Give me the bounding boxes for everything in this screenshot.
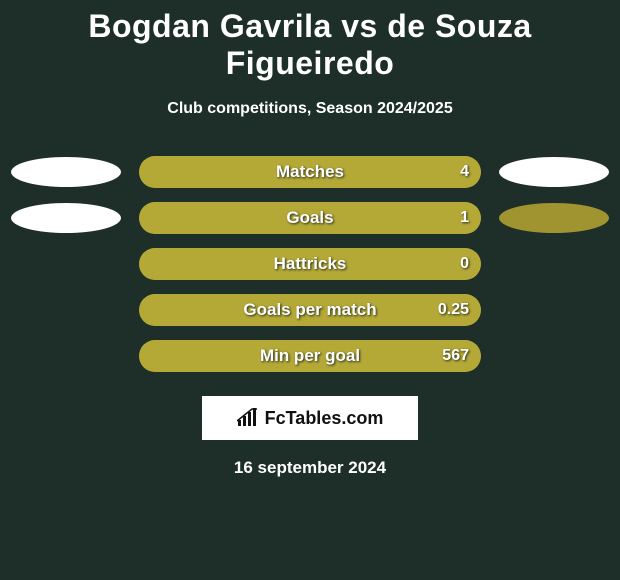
stat-bar-fill [139,156,481,188]
stat-row: Matches4 [0,156,620,188]
stat-bar-fill [139,340,481,372]
comparison-chart: Matches4 Goals1 Hattricks0 Goals per match0… [0,156,620,372]
stat-bar: Goals1 [139,202,481,234]
spacer [499,341,609,371]
spacer [499,249,609,279]
stat-bar: Min per goal567 [139,340,481,372]
stat-bar-fill [139,294,481,326]
stat-bar: Goals per match0.25 [139,294,481,326]
stat-bar: Hattricks0 [139,248,481,280]
player-left-marker [11,157,121,187]
player-right-marker [499,157,609,187]
spacer [11,249,121,279]
stat-row: Goals1 [0,202,620,234]
stat-bar-fill [139,202,481,234]
stat-row: Hattricks0 [0,248,620,280]
stat-row: Goals per match0.25 [0,294,620,326]
subtitle: Club competitions, Season 2024/2025 [0,100,620,118]
bar-chart-icon [237,408,259,428]
stat-bar-fill [139,248,481,280]
spacer [499,295,609,325]
spacer [11,295,121,325]
page-title: Bogdan Gavrila vs de Souza Figueiredo [0,8,620,82]
brand-label: FcTables.com [265,408,384,429]
date-label: 16 september 2024 [0,458,620,478]
player-right-marker [499,203,609,233]
infographic-root: Bogdan Gavrila vs de Souza Figueiredo Cl… [0,0,620,478]
brand-box: FcTables.com [202,396,418,440]
spacer [11,341,121,371]
stat-bar: Matches4 [139,156,481,188]
stat-row: Min per goal567 [0,340,620,372]
player-left-marker [11,203,121,233]
